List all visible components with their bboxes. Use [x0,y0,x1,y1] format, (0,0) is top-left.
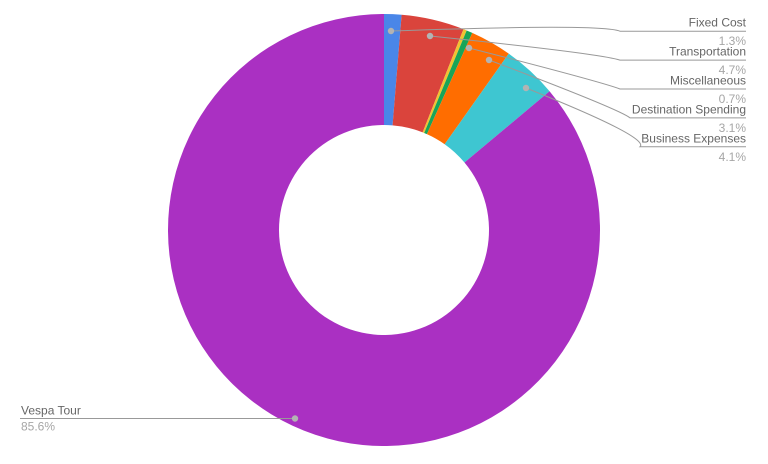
svg-text:85.6%: 85.6% [21,420,55,434]
svg-text:Vespa Tour: Vespa Tour [21,403,81,417]
svg-text:Miscellaneous: Miscellaneous [670,74,746,88]
svg-text:Fixed Cost: Fixed Cost [689,16,747,30]
svg-text:4.1%: 4.1% [719,150,747,164]
svg-text:Transportation: Transportation [669,45,746,59]
svg-text:Business Expenses: Business Expenses [641,131,746,145]
svg-text:Destination Spending: Destination Spending [632,102,746,116]
